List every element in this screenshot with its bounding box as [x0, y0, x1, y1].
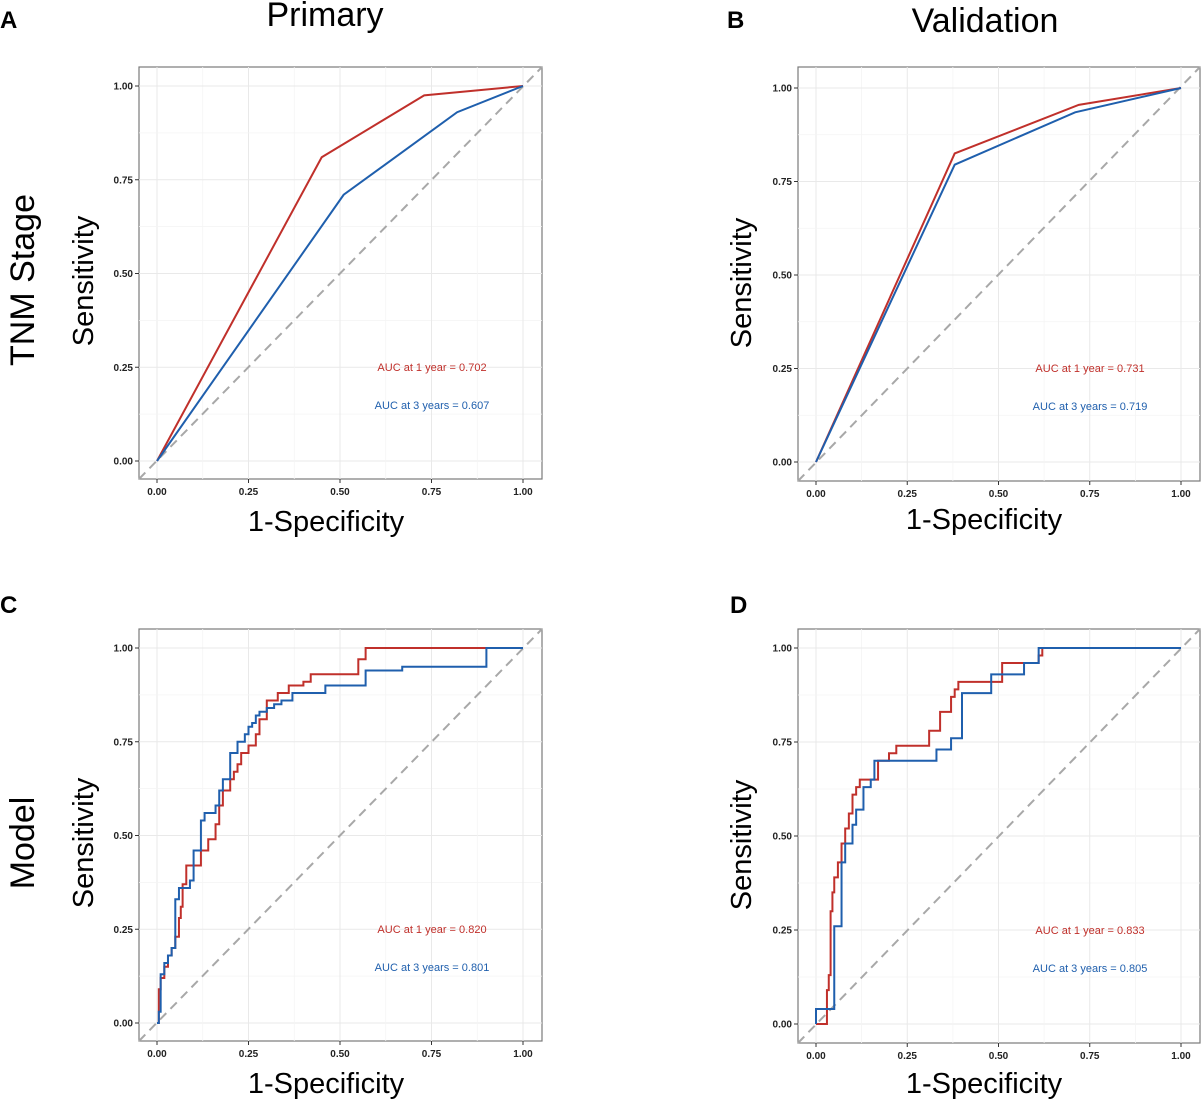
x-tick-label: 0.75	[1080, 489, 1100, 500]
y-tick-label: 0.75	[114, 737, 134, 748]
y-tick-label: 0.75	[773, 177, 793, 188]
diagonal-reference-line	[797, 66, 1201, 482]
row-label-model: Model	[4, 797, 42, 890]
y-tick-label: 0.50	[773, 832, 793, 843]
panel-b: B AUC at 1 year = 0.731 AUC at 3 years =…	[726, 7, 1201, 536]
x-axis-title: 1-Specificity	[906, 504, 1063, 536]
y-tick-label: 0.25	[773, 926, 793, 937]
x-tick-label: 1.00	[513, 487, 533, 498]
x-tick-label: 0.00	[147, 1049, 167, 1060]
grid	[798, 629, 1200, 1043]
x-axis-ticks: 0.00 0.25 0.50 0.75 1.00	[147, 1041, 533, 1060]
x-tick-label: 0.25	[898, 489, 918, 500]
diagonal-reference-line	[797, 628, 1201, 1044]
panel-c: C AUC at 1 year = 0.820 AUC at 3 years =…	[0, 592, 543, 1100]
y-axis-title: Sensitivity	[726, 217, 758, 348]
auc-3-years-label: AUC at 3 years = 0.607	[375, 400, 490, 412]
column-title-primary: Primary	[266, 0, 383, 34]
y-axis-ticks: 0.00 0.25 0.50 0.75 1.00	[773, 84, 798, 469]
y-tick-label: 1.00	[114, 644, 134, 655]
auc-3-years-label: AUC at 3 years = 0.801	[375, 962, 490, 974]
y-tick-label: 0.50	[773, 271, 793, 282]
y-tick-label: 0.75	[114, 175, 134, 186]
x-axis-title: 1-Specificity	[906, 1068, 1063, 1100]
y-tick-label: 0.00	[114, 457, 134, 468]
roc-curve-3-years	[815, 647, 1181, 1024]
grid	[798, 67, 1200, 481]
auc-3-years-label: AUC at 3 years = 0.805	[1033, 963, 1148, 975]
x-tick-label: 0.00	[806, 1051, 826, 1062]
x-axis-title: 1-Specificity	[248, 1068, 405, 1100]
y-tick-label: 0.00	[773, 1020, 793, 1031]
x-tick-label: 0.50	[989, 1051, 1009, 1062]
roc-curve-1-year	[816, 647, 1181, 1025]
panel-d: D AUC at 1 year = 0.833 AUC at 3 years =…	[726, 592, 1201, 1100]
auc-3-years-label: AUC at 3 years = 0.719	[1033, 401, 1148, 413]
x-axis-ticks: 0.00 0.25 0.50 0.75 1.00	[147, 479, 533, 498]
x-axis-ticks: 0.00 0.25 0.50 0.75 1.00	[806, 1043, 1191, 1062]
x-tick-label: 0.25	[239, 1049, 259, 1060]
panel-a: A AUC at 1 year = 0.702 AUC at 3 years =…	[0, 7, 543, 538]
auc-1-year-label: AUC at 1 year = 0.702	[377, 362, 486, 374]
row-label-tnm-stage: TNM Stage	[4, 194, 42, 366]
roc-curve-1-year	[156, 85, 524, 462]
y-tick-label: 1.00	[114, 82, 134, 93]
x-tick-label: 0.25	[898, 1051, 918, 1062]
x-tick-label: 0.50	[989, 489, 1009, 500]
y-tick-label: 1.00	[773, 644, 793, 655]
roc-curve-3-years	[815, 87, 1182, 463]
x-tick-label: 1.00	[1171, 489, 1191, 500]
y-axis-ticks: 0.00 0.25 0.50 0.75 1.00	[114, 82, 139, 468]
y-tick-label: 0.50	[114, 269, 134, 280]
y-axis-ticks: 0.00 0.25 0.50 0.75 1.00	[114, 644, 139, 1030]
x-axis-ticks: 0.00 0.25 0.50 0.75 1.00	[806, 481, 1191, 500]
x-tick-label: 1.00	[513, 1049, 533, 1060]
y-tick-label: 0.00	[773, 458, 793, 469]
panel-letter: C	[0, 592, 17, 619]
y-tick-label: 0.00	[114, 1019, 134, 1030]
auc-1-year-label: AUC at 1 year = 0.820	[377, 924, 486, 936]
y-tick-label: 0.75	[773, 738, 793, 749]
y-tick-label: 0.25	[114, 925, 134, 936]
panel-letter: A	[0, 7, 17, 34]
y-tick-label: 0.25	[114, 363, 134, 374]
y-axis-ticks: 0.00 0.25 0.50 0.75 1.00	[773, 644, 798, 1031]
diagonal-reference-line	[138, 66, 543, 480]
x-tick-label: 0.75	[1080, 1051, 1100, 1062]
x-tick-label: 0.75	[422, 1049, 442, 1060]
roc-curve-3-years	[156, 85, 524, 462]
y-axis-title: Sensitivity	[68, 215, 100, 346]
y-axis-title: Sensitivity	[68, 777, 100, 908]
panel-letter: B	[727, 7, 744, 34]
x-tick-label: 0.75	[422, 487, 442, 498]
x-tick-label: 0.00	[147, 487, 167, 498]
x-tick-label: 1.00	[1171, 1051, 1191, 1062]
roc-curve-1-year	[815, 87, 1182, 463]
x-axis-title: 1-Specificity	[248, 506, 405, 538]
auc-1-year-label: AUC at 1 year = 0.833	[1035, 925, 1144, 937]
x-tick-label: 0.00	[806, 489, 826, 500]
y-tick-label: 1.00	[773, 84, 793, 95]
y-tick-label: 0.50	[114, 831, 134, 842]
y-axis-title: Sensitivity	[726, 779, 758, 910]
column-title-validation: Validation	[912, 2, 1059, 40]
diagonal-reference-line	[138, 628, 543, 1042]
y-tick-label: 0.25	[773, 364, 793, 375]
x-tick-label: 0.50	[330, 487, 350, 498]
x-tick-label: 0.25	[239, 487, 259, 498]
x-tick-label: 0.50	[330, 1049, 350, 1060]
auc-1-year-label: AUC at 1 year = 0.731	[1035, 363, 1144, 375]
panel-letter: D	[730, 592, 747, 619]
roc-curve-3-years	[157, 647, 523, 1024]
